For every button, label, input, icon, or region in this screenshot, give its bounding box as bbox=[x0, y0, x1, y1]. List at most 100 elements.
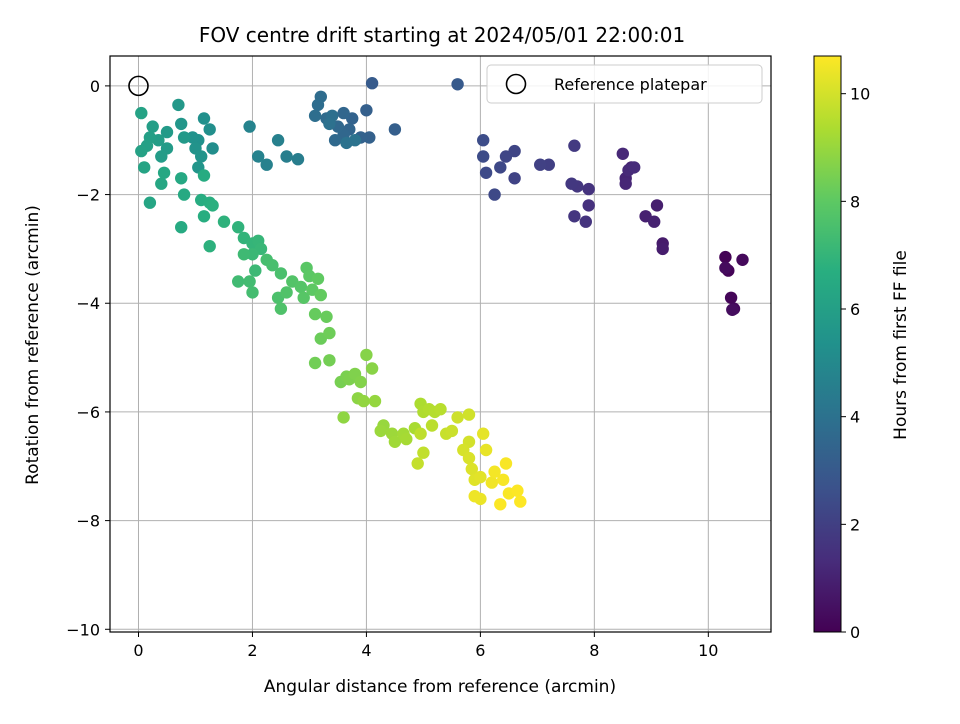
data-point bbox=[280, 286, 293, 299]
data-point bbox=[534, 158, 547, 171]
data-point bbox=[323, 326, 336, 340]
data-point bbox=[400, 432, 413, 446]
colorbar bbox=[813, 55, 842, 633]
data-point bbox=[451, 78, 464, 91]
data-point bbox=[266, 259, 279, 272]
colorbar-tick-label: 10 bbox=[850, 85, 870, 104]
data-point bbox=[542, 158, 555, 171]
plot-frame bbox=[109, 55, 772, 633]
y-tick-label: −6 bbox=[76, 403, 100, 422]
data-point bbox=[565, 177, 578, 190]
colorbar-tick-label: 8 bbox=[850, 192, 860, 211]
x-tick-label: 8 bbox=[589, 641, 599, 660]
data-point bbox=[619, 177, 632, 190]
chart-title: FOV centre drift starting at 2024/05/01 … bbox=[199, 23, 685, 47]
data-point bbox=[308, 356, 322, 370]
data-point bbox=[291, 153, 305, 166]
data-point bbox=[274, 267, 288, 280]
data-point bbox=[468, 490, 481, 503]
data-point bbox=[146, 120, 159, 133]
data-point bbox=[203, 240, 216, 253]
colorbar-tick-label: 6 bbox=[850, 300, 860, 319]
data-point bbox=[514, 495, 527, 508]
y-tick-label: −4 bbox=[76, 294, 100, 313]
data-point bbox=[374, 424, 387, 438]
data-point bbox=[243, 120, 256, 133]
data-point bbox=[206, 142, 219, 155]
colorbar-tick-label: 0 bbox=[850, 623, 860, 642]
data-point bbox=[175, 172, 188, 185]
x-tick-label: 4 bbox=[361, 641, 371, 660]
data-point bbox=[417, 446, 430, 459]
x-tick-label: 0 bbox=[133, 641, 143, 660]
data-point bbox=[155, 150, 168, 163]
data-point bbox=[328, 134, 342, 147]
data-point bbox=[719, 250, 732, 264]
data-point bbox=[249, 264, 262, 277]
data-point bbox=[568, 210, 581, 223]
y-axis-label: Rotation from reference (arcmin) bbox=[23, 205, 43, 485]
data-point bbox=[485, 476, 498, 489]
data-point bbox=[294, 280, 308, 294]
x-tick-label: 10 bbox=[698, 641, 718, 660]
x-axis-label: Angular distance from reference (arcmin) bbox=[264, 677, 616, 697]
data-point bbox=[479, 443, 493, 457]
data-point bbox=[246, 286, 259, 299]
data-point bbox=[628, 161, 641, 174]
data-point bbox=[434, 403, 447, 416]
data-point bbox=[465, 462, 478, 476]
y-tick-label: −8 bbox=[76, 512, 100, 531]
data-point bbox=[511, 484, 524, 497]
data-point bbox=[195, 150, 208, 163]
data-point bbox=[155, 177, 168, 190]
data-point bbox=[308, 109, 322, 123]
data-point bbox=[348, 134, 362, 147]
legend-entry-reference: Reference platepar bbox=[554, 75, 707, 94]
data-point bbox=[360, 348, 373, 362]
data-point bbox=[582, 199, 595, 212]
data-point bbox=[175, 221, 188, 234]
data-point bbox=[497, 473, 510, 486]
data-point bbox=[616, 147, 629, 160]
data-point bbox=[357, 394, 370, 408]
data-point bbox=[252, 150, 265, 163]
data-point bbox=[724, 291, 738, 304]
data-point bbox=[232, 221, 245, 234]
data-point bbox=[736, 253, 749, 266]
data-point bbox=[451, 411, 464, 424]
data-point bbox=[197, 112, 211, 125]
legend: Reference platepar bbox=[486, 64, 763, 104]
data-point bbox=[323, 354, 336, 367]
data-point bbox=[203, 123, 216, 136]
data-point bbox=[499, 150, 513, 163]
data-point bbox=[365, 77, 379, 90]
data-point bbox=[363, 131, 376, 144]
data-point bbox=[143, 196, 157, 209]
data-point bbox=[177, 131, 191, 144]
colorbar-ticks: 0 2 4 6 8 10 bbox=[841, 85, 870, 642]
colorbar-tick-label: 4 bbox=[850, 408, 860, 427]
data-point bbox=[323, 117, 336, 131]
x-tick-label: 6 bbox=[475, 641, 485, 660]
y-tick-label: 0 bbox=[90, 77, 100, 96]
data-point bbox=[197, 169, 211, 182]
data-point bbox=[365, 362, 379, 375]
data-point bbox=[175, 117, 188, 131]
data-point bbox=[177, 188, 191, 201]
data-point bbox=[274, 302, 288, 315]
colorbar-tick-label: 2 bbox=[850, 515, 860, 534]
data-point bbox=[411, 457, 424, 470]
data-point bbox=[297, 291, 310, 304]
y-tick-label: −10 bbox=[66, 620, 100, 639]
data-point bbox=[138, 161, 151, 174]
data-point bbox=[462, 408, 476, 421]
data-point bbox=[477, 134, 490, 147]
data-point bbox=[337, 106, 350, 120]
data-point bbox=[477, 427, 490, 440]
data-point bbox=[488, 188, 501, 201]
data-point bbox=[160, 125, 174, 139]
x-axis-ticks: 0 2 4 6 8 10 bbox=[133, 632, 718, 660]
data-point bbox=[135, 144, 148, 158]
data-point bbox=[388, 123, 402, 136]
